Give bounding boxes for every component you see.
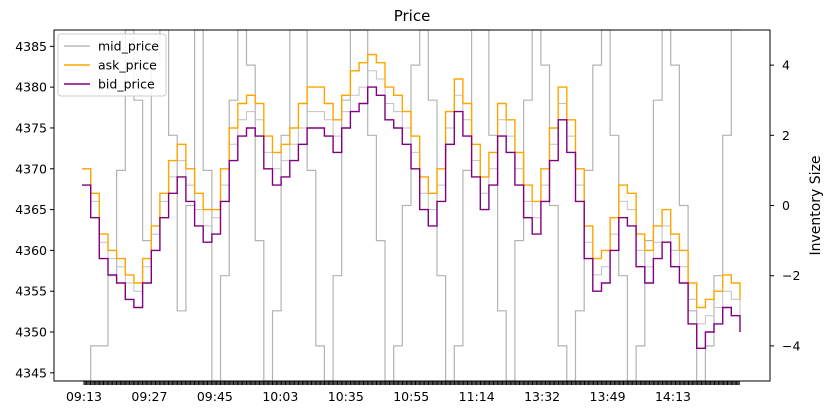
y-left-tick-label-4345: 4345 [15, 365, 47, 380]
y-left-tick-label-4385: 4385 [15, 39, 47, 54]
y-right-tick-label--4: −4 [782, 338, 800, 353]
series-line-bid_price [82, 86, 741, 349]
axes-layer: 4345 4350 4355 4360 4365 4370 4375 4380 4385 −4 −2… [15, 7, 824, 404]
x-tick-label-1: 09:27 [131, 389, 167, 404]
y-left-tick-label-4355: 4355 [15, 284, 47, 299]
x-tick-label-7: 13:32 [524, 389, 560, 404]
y-right-tick-label--2: −2 [782, 268, 800, 283]
series-layer [82, 29, 741, 382]
series-line-inventory [82, 29, 740, 382]
y-left-tick-label-4350: 4350 [15, 325, 47, 340]
legend-label-ask_price: ask_price [98, 58, 157, 73]
y-right-tick-label-2: 2 [782, 128, 790, 143]
legend: mid_price ask_price bid_price [57, 33, 167, 97]
legend-label-mid_price: mid_price [98, 39, 159, 54]
y-right-tick-label-4: 4 [782, 58, 790, 73]
x-tick-label-8: 13:49 [590, 389, 626, 404]
y-left-tick-label-4360: 4360 [15, 243, 47, 258]
y-right-axis-label: Inventory Size [808, 155, 824, 255]
x-tick-label-0: 09:13 [66, 389, 102, 404]
x-tick-label-4: 10:35 [328, 389, 364, 404]
y-left-tick-label-4365: 4365 [15, 202, 47, 217]
legend-label-bid_price: bid_price [98, 77, 155, 92]
series-line-ask_price [82, 53, 741, 309]
legend-box [57, 33, 167, 97]
y-left-tick-label-4380: 4380 [15, 80, 47, 95]
y-right-tick-label-0: 0 [782, 198, 790, 213]
chart-title: Price [394, 7, 431, 25]
x-minor-ticks [83, 381, 740, 385]
x-tick-label-9: 14:13 [655, 389, 691, 404]
y-left-tick-label-4370: 4370 [15, 161, 47, 176]
x-tick-label-5: 10:55 [393, 389, 429, 404]
y-left-tick-label-4375: 4375 [15, 120, 47, 135]
x-tick-label-3: 10:03 [262, 389, 298, 404]
x-tick-label-2: 09:45 [197, 389, 233, 404]
x-tick-label-6: 11:14 [459, 389, 495, 404]
